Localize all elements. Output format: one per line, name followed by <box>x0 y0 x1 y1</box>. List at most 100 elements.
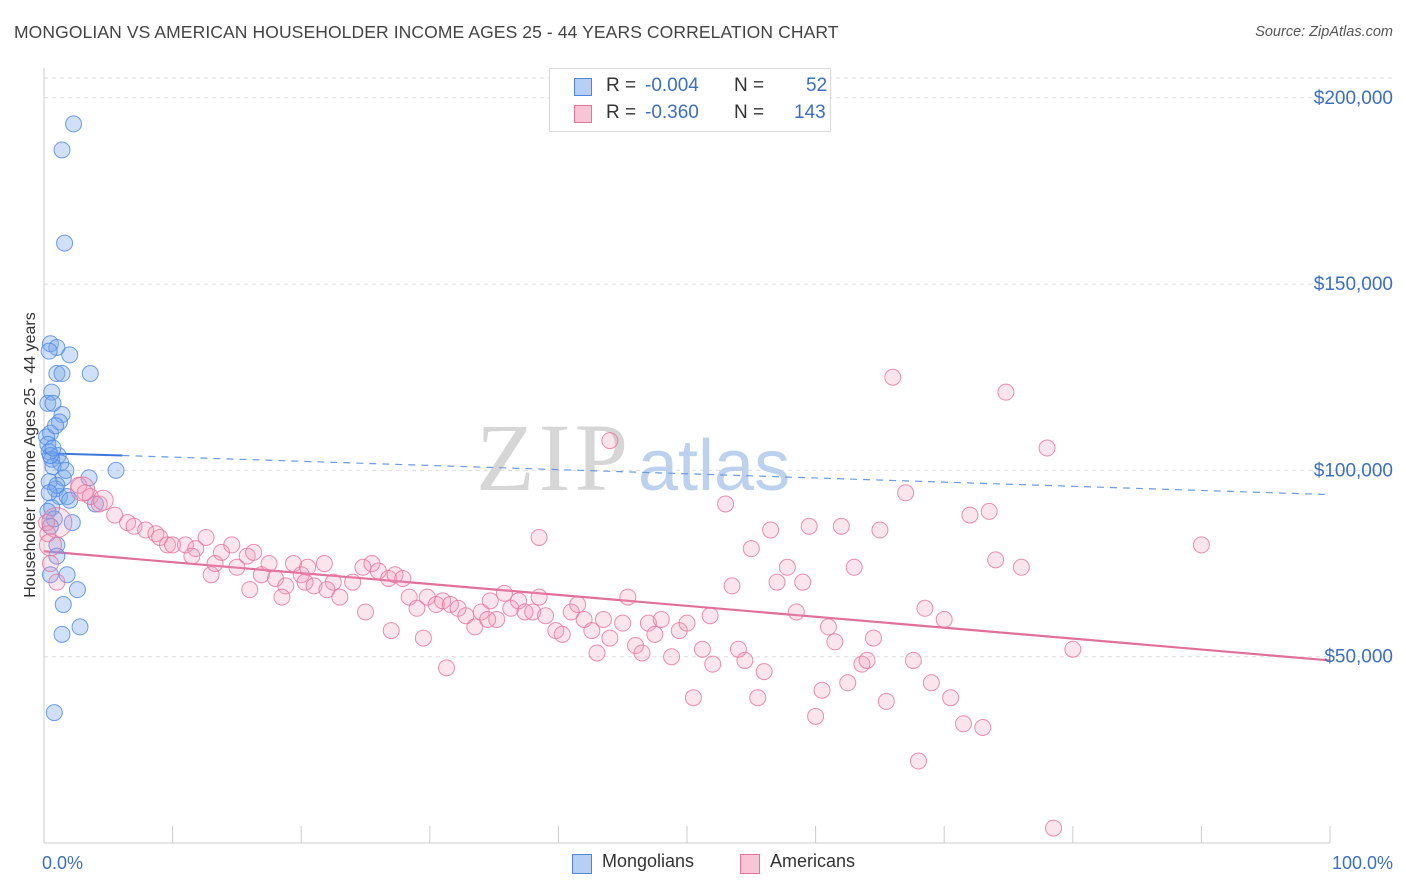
mongolian-trend-dashed <box>122 454 1331 496</box>
american-point <box>137 521 155 539</box>
american-point <box>845 558 863 576</box>
american-point <box>858 651 876 669</box>
american-point <box>768 573 786 591</box>
mongolian-point <box>44 439 62 457</box>
american-point <box>305 577 323 595</box>
mongolian-point <box>53 365 71 383</box>
bottom-legend-swatch-americans <box>740 854 760 874</box>
american-point <box>619 588 637 606</box>
legend-r-label: R = <box>606 102 637 123</box>
american-point <box>684 689 702 707</box>
bottom-legend-swatch-mongolians <box>572 854 592 874</box>
mongolian-point <box>71 618 89 636</box>
american-point <box>202 566 220 584</box>
american-point <box>488 610 506 628</box>
tick-labels: $50,000 $100,000 $150,000 $200,000 0.0% 100.0… <box>42 88 1393 873</box>
y-tick-label: $50,000 <box>1324 647 1393 668</box>
axes <box>43 68 1331 844</box>
mongolian-point <box>61 346 79 364</box>
american-point <box>530 528 548 546</box>
american-point <box>778 558 796 576</box>
x-tick-label: 100.0% <box>1332 853 1393 873</box>
american-point <box>652 610 670 628</box>
american-point <box>704 655 722 673</box>
mongolian-point <box>44 394 62 412</box>
american-point <box>537 607 555 625</box>
bottom-legend-label-mongolians: Mongolians <box>602 851 695 871</box>
american-point <box>916 599 934 617</box>
american-point <box>904 651 922 669</box>
american-point <box>588 644 606 662</box>
american-point <box>315 555 333 573</box>
mongolian-point <box>68 581 86 599</box>
american-point <box>826 633 844 651</box>
american-point <box>723 577 741 595</box>
american-point <box>663 648 681 666</box>
american-point <box>839 674 857 692</box>
american-point <box>408 599 426 617</box>
american-point <box>434 592 452 610</box>
legend-swatch-americans <box>574 105 592 123</box>
american-point <box>794 573 812 591</box>
american-point <box>344 573 362 591</box>
american-point <box>987 551 1005 569</box>
american-point <box>206 555 224 573</box>
mongolian-point <box>48 365 66 383</box>
y-tick-label: $150,000 <box>1314 274 1393 295</box>
american-point <box>614 614 632 632</box>
american-point <box>755 663 773 681</box>
american-point <box>41 507 73 539</box>
american-point <box>318 581 336 599</box>
american-point <box>357 603 374 621</box>
american-trend <box>43 550 1331 662</box>
watermark-atlas: atlas <box>638 426 790 506</box>
mongolian-point <box>48 338 66 356</box>
american-point <box>414 629 432 647</box>
american-point <box>245 543 263 561</box>
american-point <box>1064 640 1082 658</box>
american-point <box>438 659 456 677</box>
mongolian-point <box>39 394 57 412</box>
source-label: Source: ZipAtlas.com <box>1255 24 1393 40</box>
american-point <box>877 692 895 710</box>
american-point <box>48 573 66 591</box>
american-point <box>980 502 998 520</box>
american-point <box>386 566 404 584</box>
mongolian-point <box>47 417 65 435</box>
stats-legend: R = -0.004 N = 52 R = -0.360 N = 143 <box>549 68 831 132</box>
american-point <box>864 629 882 647</box>
y-axis-label: Householder Income Ages 25 - 44 years <box>22 312 39 598</box>
legend-swatch-mongolians <box>574 78 592 96</box>
american-point <box>909 752 927 770</box>
american-point <box>241 581 259 599</box>
mongolian-point <box>40 342 58 360</box>
american-point <box>736 651 754 669</box>
american-point <box>961 506 979 524</box>
american-point <box>942 689 960 707</box>
mongolian-point <box>53 141 71 159</box>
mongolian-point <box>56 234 74 252</box>
american-point <box>183 547 201 565</box>
american-point <box>633 644 651 662</box>
american-point <box>1045 819 1063 837</box>
bottom-legend-label-americans: Americans <box>770 851 856 871</box>
american-point <box>394 569 412 587</box>
american-point <box>41 555 59 573</box>
american-point <box>807 707 825 725</box>
american-point <box>495 584 513 602</box>
american-point <box>601 432 619 450</box>
american-point <box>742 540 760 558</box>
legend-r-value: -0.004 <box>645 75 699 96</box>
american-point <box>530 588 548 606</box>
legend-n-label: N = <box>734 75 765 96</box>
watermark: ZIP atlas <box>476 404 790 511</box>
american-point <box>813 681 831 699</box>
legend-r-label: R = <box>606 75 637 96</box>
american-point <box>832 517 850 535</box>
american-point <box>954 715 972 733</box>
american-point <box>90 495 108 513</box>
american-point <box>260 555 278 573</box>
american-point <box>70 476 96 502</box>
american-point <box>38 533 62 557</box>
american-point <box>441 596 459 614</box>
